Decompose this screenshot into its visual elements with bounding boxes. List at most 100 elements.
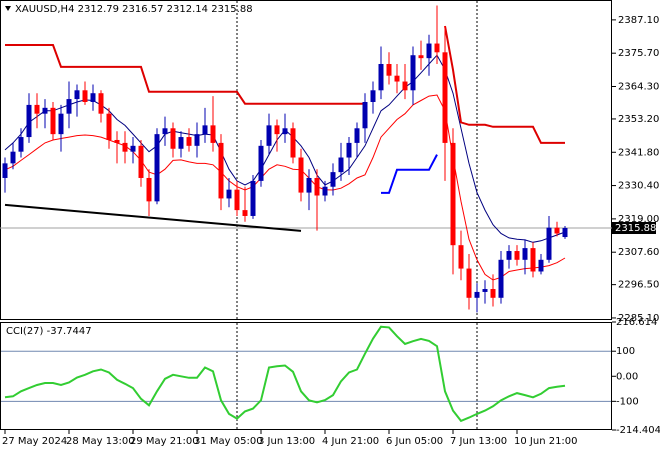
y-tick-label: 2353.20	[618, 114, 659, 125]
candle-body	[490, 289, 496, 298]
candle-body	[242, 210, 248, 216]
candle-body	[218, 142, 224, 199]
indicator-line	[5, 25, 565, 144]
y-tick-label: -100	[616, 396, 639, 407]
trendline	[4, 203, 302, 232]
candle-body	[466, 268, 472, 298]
candle-body	[266, 125, 272, 146]
candle-body	[74, 90, 80, 100]
y-tick-label: 100	[616, 346, 635, 357]
candle-body	[130, 145, 136, 152]
x-tick-label: 7 Jun 13:00	[450, 436, 507, 447]
candle-body	[282, 128, 288, 135]
candle-body	[562, 228, 568, 238]
candle-body	[10, 151, 16, 164]
candle-body	[98, 93, 104, 114]
candle-body	[106, 113, 112, 140]
y-tick-label: 0.00	[616, 371, 638, 382]
candle-body	[186, 137, 192, 146]
candle-body	[330, 172, 336, 187]
candle-body	[458, 245, 464, 269]
candle-body	[386, 64, 392, 76]
candle-body	[378, 64, 384, 91]
y-tick-label: 2375.70	[618, 48, 659, 59]
candle-body	[114, 139, 120, 143]
candle-body	[322, 186, 328, 196]
candle-body	[178, 137, 184, 149]
candle-body	[554, 227, 560, 234]
candle-body	[338, 157, 344, 173]
candle-body	[210, 125, 216, 143]
candle-body	[394, 75, 400, 82]
title-arrow	[5, 6, 11, 11]
candle-body	[402, 81, 408, 91]
candle-body	[226, 189, 232, 199]
candle-body	[66, 99, 72, 114]
candle-body	[314, 177, 320, 196]
candle-body	[482, 289, 488, 292]
y-tick-label: 2307.60	[618, 247, 659, 258]
candle-body	[26, 104, 32, 138]
candle-body	[522, 248, 528, 260]
candle-body	[154, 134, 160, 202]
marks	[0, 5, 612, 423]
candle-body	[450, 142, 456, 246]
candle-body	[434, 43, 440, 53]
candle-body	[346, 142, 352, 158]
candle-body	[258, 145, 264, 181]
x-tick-label: 4 Jun 21:00	[322, 436, 379, 447]
candle-body	[306, 177, 312, 193]
x-tick-label: 10 Jun 21:00	[514, 436, 578, 447]
x-tick-label: 3 Jun 13:00	[258, 436, 315, 447]
candle-body	[90, 93, 96, 102]
candle-body	[234, 189, 240, 211]
candle-body	[506, 251, 512, 260]
y-tick-label: -214.4047	[616, 425, 660, 436]
x-tick-label: 31 May 05:00	[194, 436, 263, 447]
y-tick-label: 2387.10	[618, 15, 659, 26]
candle-body	[50, 107, 56, 135]
candle-body	[170, 128, 176, 149]
x-tick-label: 28 May 13:00	[66, 436, 135, 447]
candle-body	[426, 43, 432, 59]
candle-body	[370, 90, 376, 102]
indicator-panel	[0, 322, 612, 430]
candle-body	[362, 101, 368, 129]
y-tick-label: 2364.30	[618, 82, 659, 93]
candle-body	[122, 142, 128, 152]
candle-body	[34, 104, 40, 114]
candle-body	[298, 157, 304, 193]
last-price-label: 2315.88	[615, 223, 656, 234]
candle-body	[138, 145, 144, 178]
y-tick-label: 2330.40	[618, 181, 659, 192]
candle-body	[82, 90, 88, 102]
candle-body	[354, 128, 360, 143]
candle-body	[514, 251, 520, 260]
candle-body	[418, 55, 424, 59]
candle-body	[250, 180, 256, 216]
candle-body	[530, 248, 536, 272]
candle-body	[58, 113, 64, 135]
indicator-label: CCI(27) -37.7447	[6, 326, 92, 337]
chart-title: XAUUSD,H4 2312.79 2316.57 2312.14 2315.8…	[15, 4, 253, 15]
candle-body	[290, 128, 296, 158]
candle-body	[498, 259, 504, 298]
candle-body	[274, 125, 280, 135]
candle-body	[546, 227, 552, 260]
indicator-line	[4, 94, 566, 281]
candle-body	[538, 259, 544, 272]
candle-body	[442, 52, 448, 143]
candle-body	[202, 125, 208, 135]
candle-body	[474, 291, 480, 298]
indicator-line	[381, 154, 438, 194]
y-tick-label: 2285.10	[618, 313, 659, 324]
candle-body	[2, 163, 8, 178]
main-panel	[0, 0, 612, 320]
y-tick-label: 2341.80	[618, 147, 659, 158]
candle-body	[146, 177, 152, 202]
candle-body	[194, 134, 200, 146]
last-price-box	[612, 222, 656, 235]
x-tick-label: 6 Jun 05:00	[386, 436, 443, 447]
